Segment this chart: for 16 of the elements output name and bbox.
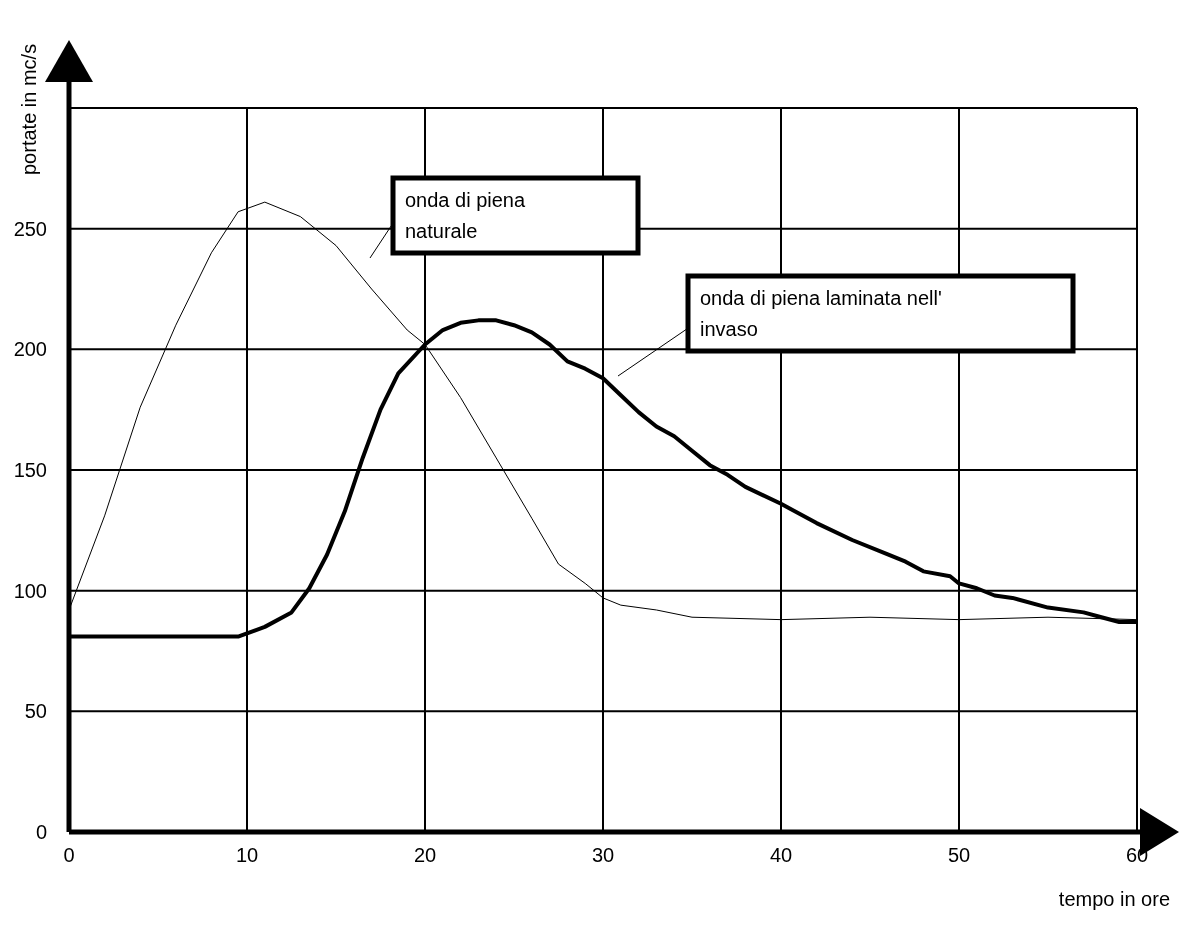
x-tick-label: 20 [413,844,437,866]
annotation: onda di piena naturale [405,189,526,242]
x-tick-label: 0 [63,844,75,866]
x-tick-label: 50 [947,844,971,866]
y-axis-title: portate in mc/s [18,43,41,175]
x-tick-label: 40 [769,844,793,866]
y-tick-label: 100 [13,579,47,602]
y-tick-label: 50 [24,700,47,723]
x-tick-label: 30 [591,844,615,866]
x-tick-label: 10 [235,844,259,866]
y-tick-label: 150 [13,459,47,481]
y-tick-label: 200 [13,338,47,361]
y-tick-label: 250 [13,217,47,240]
y-tick-label: 0 [35,821,47,843]
annotation: onda di piena laminata nell' invaso [700,287,942,340]
x-axis-title: tempo in ore [1058,888,1170,911]
